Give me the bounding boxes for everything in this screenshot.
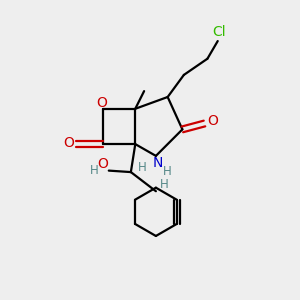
Text: O: O — [64, 136, 74, 150]
Text: Cl: Cl — [212, 25, 226, 39]
Text: O: O — [97, 157, 108, 171]
Text: O: O — [207, 114, 218, 128]
Text: H: H — [163, 165, 172, 178]
Text: H: H — [138, 161, 146, 174]
Text: N: N — [152, 156, 163, 170]
Text: H: H — [160, 178, 169, 191]
Text: O: O — [96, 96, 107, 110]
Text: H: H — [90, 164, 98, 177]
